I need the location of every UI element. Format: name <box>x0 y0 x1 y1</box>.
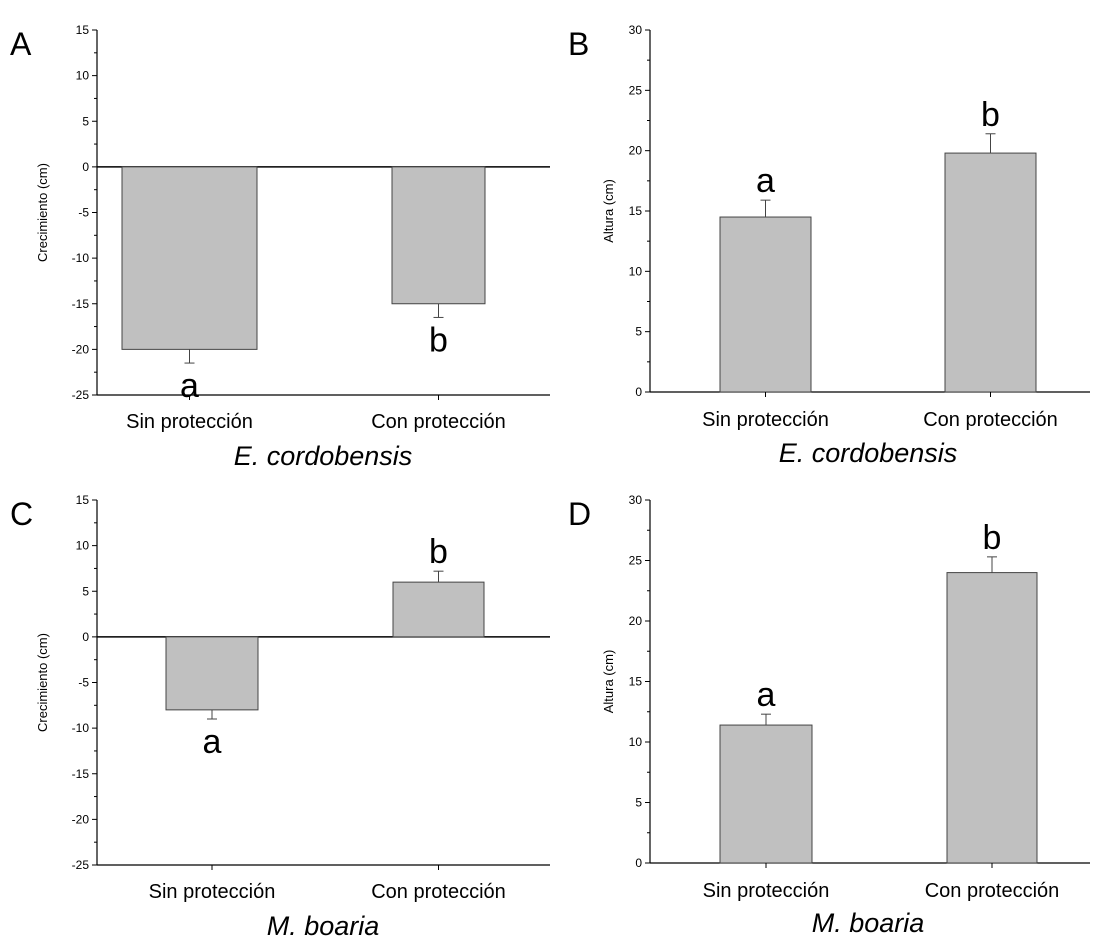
y-tick-label: -25 <box>72 858 90 872</box>
y-tick-label: 10 <box>76 539 90 553</box>
category-label: Con protección <box>923 409 1058 431</box>
species-label: M. boaria <box>812 908 925 938</box>
y-tick-label: 5 <box>635 796 642 810</box>
y-tick-label: 30 <box>629 23 643 37</box>
bar <box>719 724 813 864</box>
category-label: Con protección <box>371 881 506 903</box>
panel-letter: A <box>10 26 32 62</box>
category-label: Sin protección <box>126 411 253 433</box>
y-tick-label: 0 <box>82 630 89 644</box>
significance-letter: b <box>983 519 1002 557</box>
species-label: M. boaria <box>267 911 380 941</box>
bar <box>391 166 486 305</box>
significance-letter: a <box>756 162 775 200</box>
species-label: E. cordobensis <box>234 441 413 471</box>
panel-d: D 30 25 20 15 10 5 0 Altura (cm) a Sin protección b… <box>568 493 1090 938</box>
bar <box>946 572 1038 864</box>
y-tick-label: 15 <box>76 23 90 37</box>
y-tick-label: -20 <box>72 812 90 826</box>
panel-a: A 15 10 5 0 -5 -10 -15 -20 -25 Crecimiento (cm) a Si… <box>10 23 550 471</box>
y-tick-label: -20 <box>72 342 90 356</box>
y-tick-label: 15 <box>629 675 643 689</box>
bar <box>944 152 1037 393</box>
y-tick-label: -10 <box>72 721 90 735</box>
y-tick-label: 20 <box>629 614 643 628</box>
panel-b: B 30 25 20 15 10 5 0 Altura (cm) a Sin protección b… <box>568 23 1090 468</box>
y-tick-label: 15 <box>629 204 643 218</box>
category-label: Sin protección <box>149 881 276 903</box>
y-tick-label: 10 <box>629 735 643 749</box>
y-axis-label: Crecimiento (cm) <box>35 163 50 262</box>
significance-letter: b <box>981 96 1000 134</box>
bar <box>719 216 812 393</box>
y-tick-label: 25 <box>629 554 643 568</box>
y-tick-label: 5 <box>82 114 89 128</box>
significance-letter: b <box>429 321 448 359</box>
y-tick-label: 30 <box>629 493 643 507</box>
bar <box>392 581 485 638</box>
y-tick-label: 20 <box>629 144 643 158</box>
panel-letter: C <box>10 496 33 532</box>
y-tick-label: -5 <box>78 676 89 690</box>
significance-letter: a <box>203 723 222 761</box>
y-axis-label: Crecimiento (cm) <box>35 633 50 732</box>
y-tick-label: 10 <box>76 69 90 83</box>
y-tick-label: -15 <box>72 767 90 781</box>
category-label: Con protección <box>371 411 506 433</box>
y-tick-label: 0 <box>635 856 642 870</box>
y-tick-label: 5 <box>82 584 89 598</box>
panel-c: C 15 10 5 0 -5 -10 -15 -20 -25 Crecimiento (cm) a Si… <box>10 493 550 941</box>
y-tick-label: 0 <box>82 160 89 174</box>
y-axis-label: Altura (cm) <box>601 650 616 714</box>
panel-letter: D <box>568 496 591 532</box>
category-label: Sin protección <box>703 880 830 902</box>
y-tick-label: 5 <box>635 325 642 339</box>
significance-letter: a <box>180 367 199 405</box>
y-axis-label: Altura (cm) <box>601 179 616 243</box>
significance-letter: b <box>429 533 448 571</box>
y-tick-label: 25 <box>629 83 643 97</box>
species-label: E. cordobensis <box>779 438 958 468</box>
significance-letter: a <box>757 676 776 714</box>
category-label: Con protección <box>925 880 1060 902</box>
y-tick-label: -5 <box>78 206 89 220</box>
y-tick-label: -15 <box>72 297 90 311</box>
panel-letter: B <box>568 26 589 62</box>
y-tick-label: -10 <box>72 251 90 265</box>
y-tick-label: 0 <box>635 385 642 399</box>
y-tick-label: 15 <box>76 493 90 507</box>
y-tick-label: 10 <box>629 264 643 278</box>
y-tick-label: -25 <box>72 388 90 402</box>
bar <box>165 636 259 711</box>
bar <box>121 166 258 350</box>
category-label: Sin protección <box>702 409 829 431</box>
